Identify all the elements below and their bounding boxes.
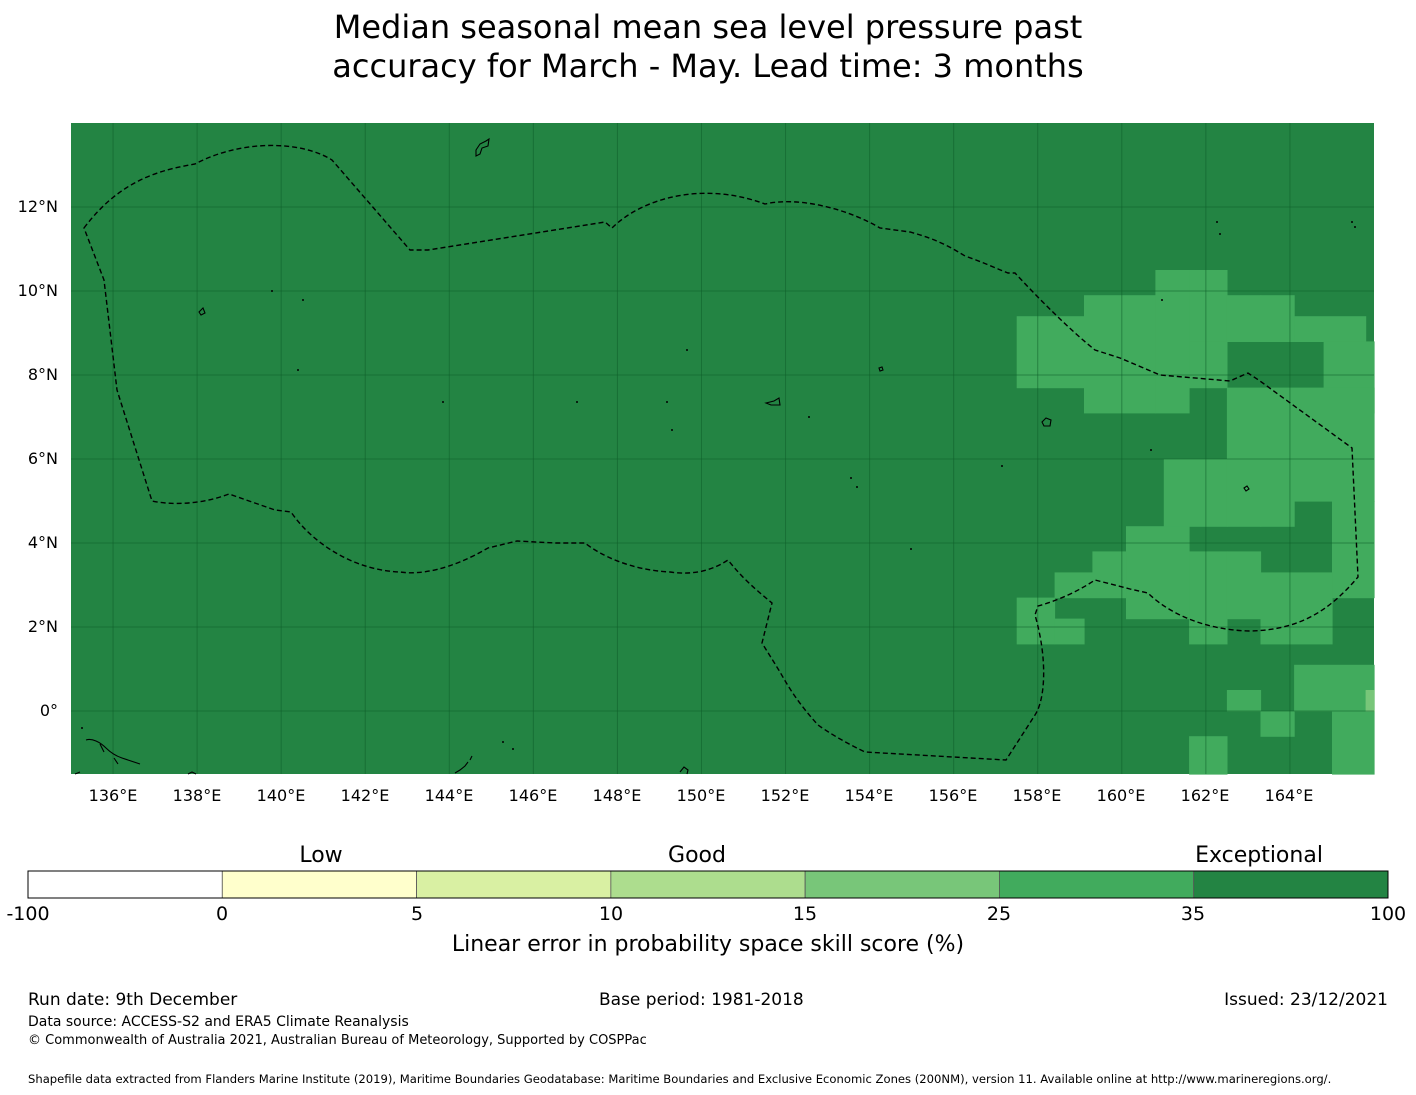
skill-cell [1054, 572, 1127, 599]
lat-tick-0: 0° [39, 701, 58, 720]
skill-cell [1163, 459, 1228, 527]
skill-cells [1016, 270, 1375, 775]
lon-tick-146: 146°E [508, 786, 558, 805]
skill-cell [1332, 711, 1375, 775]
skill-cell [1126, 526, 1190, 620]
skill-cell [1365, 690, 1375, 712]
base-period: Base period: 1981-2018 [599, 990, 804, 1010]
gridlines [71, 123, 1374, 774]
skill-cell [1260, 711, 1295, 737]
run-date: Run date: 9th December [28, 990, 238, 1010]
skill-cell [1189, 270, 1228, 342]
lon-tick-162: 162°E [1180, 786, 1230, 805]
skill-cell [1294, 664, 1375, 712]
colorbar [27, 870, 1389, 899]
map-background [71, 123, 1374, 774]
lat-tick-4n: 4°N [27, 533, 58, 552]
copyright: © Commonwealth of Australia 2021, Austra… [28, 1033, 647, 1048]
skill-cell [1260, 572, 1333, 645]
skill-cell [1226, 551, 1262, 620]
lat-tick-6n: 6°N [27, 449, 58, 468]
lon-tick-136: 136°E [88, 786, 138, 805]
islands [74, 137, 1250, 775]
title-line-1: Median seasonal mean sea level pressure … [333, 8, 1083, 46]
colorbar-segment [221, 870, 417, 899]
colorbar-label: Linear error in probability space skill … [451, 932, 965, 957]
lat-tick-2n: 2°N [27, 617, 58, 636]
lon-tick-158: 158°E [1012, 786, 1062, 805]
skill-cell [1260, 387, 1375, 502]
lon-tick-154: 154°E [844, 786, 894, 805]
skill-cell [1189, 551, 1228, 645]
colorbar-segment [416, 870, 612, 899]
lat-tick-12n: 12°N [17, 197, 58, 216]
map-area[interactable] [71, 123, 1375, 775]
skill-cell [1260, 501, 1295, 527]
lat-tick-10n: 10°N [17, 281, 58, 300]
colorbar-segment [610, 870, 806, 899]
colorbar-tick: 35 [1180, 903, 1206, 925]
colorbar-tick: 25 [986, 903, 1012, 925]
colorbar-tick: 5 [410, 903, 424, 925]
title-line-2: accuracy for March - May. Lead time: 3 m… [332, 47, 1084, 85]
skill-cell [1260, 295, 1295, 342]
lon-tick-142: 142°E [340, 786, 390, 805]
skill-cell [1294, 316, 1367, 342]
lon-tick-150: 150°E [676, 786, 726, 805]
skill-cell [1155, 270, 1190, 414]
skill-cell [1016, 597, 1056, 645]
colorbar-segment [1193, 870, 1389, 899]
lon-tick-160: 160°E [1096, 786, 1146, 805]
skill-cell [1016, 316, 1085, 389]
colorbar-tick: 0 [215, 903, 229, 925]
colorbar-tick: 100 [1369, 903, 1407, 925]
skill-cell [1054, 618, 1085, 645]
eez-boundary-fsm [83, 144, 1359, 761]
category-low: Low [299, 843, 343, 868]
category-good: Good [668, 843, 726, 868]
skill-cell [1332, 501, 1375, 599]
lon-tick-152: 152°E [760, 786, 810, 805]
lon-tick-156: 156°E [928, 786, 978, 805]
colorbar-tick: 10 [598, 903, 624, 925]
small-islets [81, 221, 1356, 750]
skill-cell [1226, 295, 1262, 342]
colorbar-segment [27, 870, 223, 899]
lon-tick-138: 138°E [172, 786, 222, 805]
shapefile-credit: Shapefile data extracted from Flanders M… [28, 1072, 1332, 1086]
lon-tick-164: 164°E [1264, 786, 1314, 805]
lon-tick-148: 148°E [592, 786, 642, 805]
skill-cell [1226, 387, 1262, 527]
skill-cell [1189, 736, 1228, 775]
skill-cell [1084, 295, 1157, 414]
issued-date: Issued: 23/12/2021 [1224, 990, 1388, 1010]
colorbar-tick: 15 [792, 903, 818, 925]
colorbar-tick: -100 [6, 903, 50, 925]
colorbar-segment [999, 870, 1195, 899]
colorbar-segment [804, 870, 1000, 899]
colorbar-outline [27, 870, 1389, 899]
data-source: Data source: ACCESS-S2 and ERA5 Climate … [28, 1014, 409, 1030]
skill-cell [1226, 690, 1262, 712]
lon-tick-144: 144°E [424, 786, 474, 805]
skill-cell [1092, 551, 1127, 573]
skill-cell [1189, 341, 1228, 389]
lon-tick-140: 140°E [256, 786, 306, 805]
category-exceptional: Exceptional [1195, 843, 1323, 868]
lat-tick-8n: 8°N [27, 365, 58, 384]
